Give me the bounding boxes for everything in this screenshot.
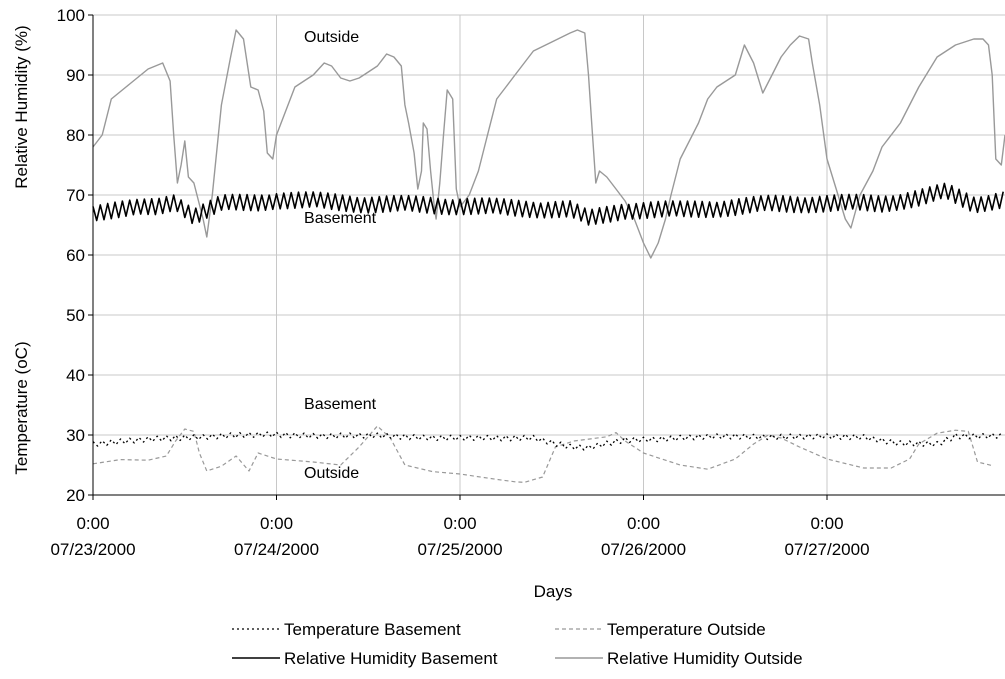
- series-line-relative-humidity-basement: [92, 182, 1004, 226]
- y-tick-label: 50: [66, 306, 85, 325]
- annotation: Outside: [304, 465, 359, 482]
- annotation: Basement: [304, 210, 377, 227]
- x-tick-time: 0:00: [810, 514, 843, 533]
- x-tick-date: 07/24/2000: [234, 540, 319, 559]
- legend: Temperature Basement Temperature Outside R…: [232, 620, 803, 668]
- gridlines: [93, 14, 1005, 495]
- y-tick-label: 100: [57, 6, 85, 25]
- x-tick-time: 0:00: [627, 514, 660, 533]
- y-tick-label: 30: [66, 426, 85, 445]
- series-line-relative-humidity-outside: [92, 29, 1005, 259]
- legend-label: Temperature Outside: [607, 620, 766, 639]
- x-tick-date: 07/27/2000: [784, 540, 869, 559]
- x-tick-date: 07/23/2000: [50, 540, 135, 559]
- legend-label: Relative Humidity Outside: [607, 649, 803, 668]
- series-line-temperature-basement: [92, 431, 1002, 451]
- y-tick-label: 70: [66, 186, 85, 205]
- x-tick-date: 07/25/2000: [417, 540, 502, 559]
- x-tick-date: 07/26/2000: [601, 540, 686, 559]
- x-tick-time: 0:00: [260, 514, 293, 533]
- y-axis-label-temperature: Temperature (oC): [12, 341, 31, 474]
- legend-label: Relative Humidity Basement: [284, 649, 498, 668]
- y-tick-label: 20: [66, 486, 85, 505]
- y-tick-label: 40: [66, 366, 85, 385]
- annotation: Basement: [304, 396, 377, 413]
- x-tick-time: 0:00: [443, 514, 476, 533]
- y-axis-label-humidity: Relative Humidity (%): [12, 25, 31, 188]
- annotation: Outside: [304, 29, 359, 46]
- y-tick-labels: 20 30 40 50 60 70 80 90 100: [57, 6, 93, 505]
- legend-label: Temperature Basement: [284, 620, 461, 639]
- x-axis-label: Days: [534, 582, 573, 601]
- series-line-temperature-outside: [92, 425, 993, 483]
- y-tick-label: 80: [66, 126, 85, 145]
- x-tick-time: 0:00: [76, 514, 109, 533]
- y-tick-label: 60: [66, 246, 85, 265]
- series-group: [92, 29, 1005, 483]
- y-tick-label: 90: [66, 66, 85, 85]
- annotations: Outside Basement Basement Outside: [304, 29, 377, 482]
- x-tick-labels: 0:00 07/23/2000 0:00 07/24/2000 0:00 07/25/20…: [50, 495, 870, 559]
